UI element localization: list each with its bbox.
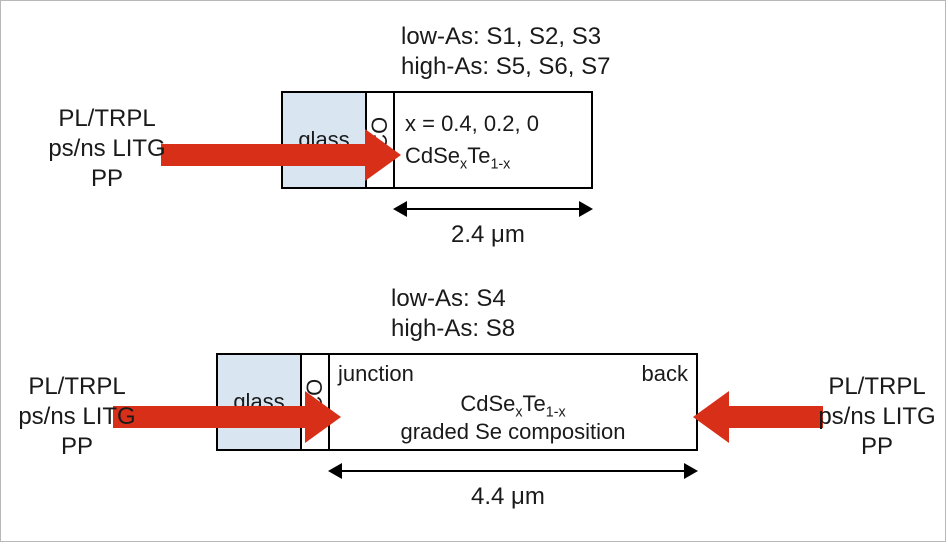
bottom-absorber-line1: CdSexTe1-x [460,391,565,420]
top-left-line1: PL/TRPL [37,105,177,134]
bottom-right-line3: PP [807,433,947,462]
bottom-right-arrow [693,391,823,443]
bottom-back-label: back [642,361,688,387]
bottom-left-line2: ps/ns LITG [7,403,147,432]
arrow-shaft [161,144,365,166]
bottom-header-line1: low-As: S4 [391,285,506,314]
bottom-dimension-label: 4.4 μm [471,483,545,512]
bottom-left-arrow [113,391,341,443]
top-absorber-layer: x = 0.4, 0.2, 0 CdSexTe1-x [393,91,593,189]
dim-arrowhead-right-icon [684,463,698,479]
dim-arrowhead-right-icon [579,201,593,217]
bottom-right-line1: PL/TRPL [807,373,947,402]
top-left-line2: ps/ns LITG [37,135,177,164]
top-dimension-arrow [393,201,593,217]
dim-arrowhead-left-icon [328,463,342,479]
bottom-absorber-line2: graded Se composition [400,419,625,445]
top-left-line3: PP [37,165,177,194]
arrow-head-icon [365,129,401,181]
dim-arrowhead-left-icon [393,201,407,217]
bottom-junction-label: junction [338,361,414,387]
top-absorber-line1: x = 0.4, 0.2, 0 [405,111,539,137]
top-header-line1: low-As: S1, S2, S3 [401,23,601,52]
top-absorber-line2: CdSexTe1-x [405,143,510,172]
diagram-frame: low-As: S1, S2, S3 high-As: S5, S6, S7 g… [0,0,946,542]
arrow-head-icon [305,391,341,443]
bottom-header-line2: high-As: S8 [391,315,515,344]
bottom-left-line3: PP [7,433,147,462]
top-header-line2: high-As: S5, S6, S7 [401,53,610,82]
dim-line [407,208,579,210]
bottom-absorber-layer: junction back CdSexTe1-x graded Se compo… [328,353,698,451]
arrow-head-icon [693,391,729,443]
bottom-right-line2: ps/ns LITG [807,403,947,432]
bottom-dimension-arrow [328,463,698,479]
dim-line [342,470,684,472]
top-dimension-label: 2.4 μm [451,221,525,250]
bottom-left-line1: PL/TRPL [7,373,147,402]
top-left-arrow [161,129,401,181]
